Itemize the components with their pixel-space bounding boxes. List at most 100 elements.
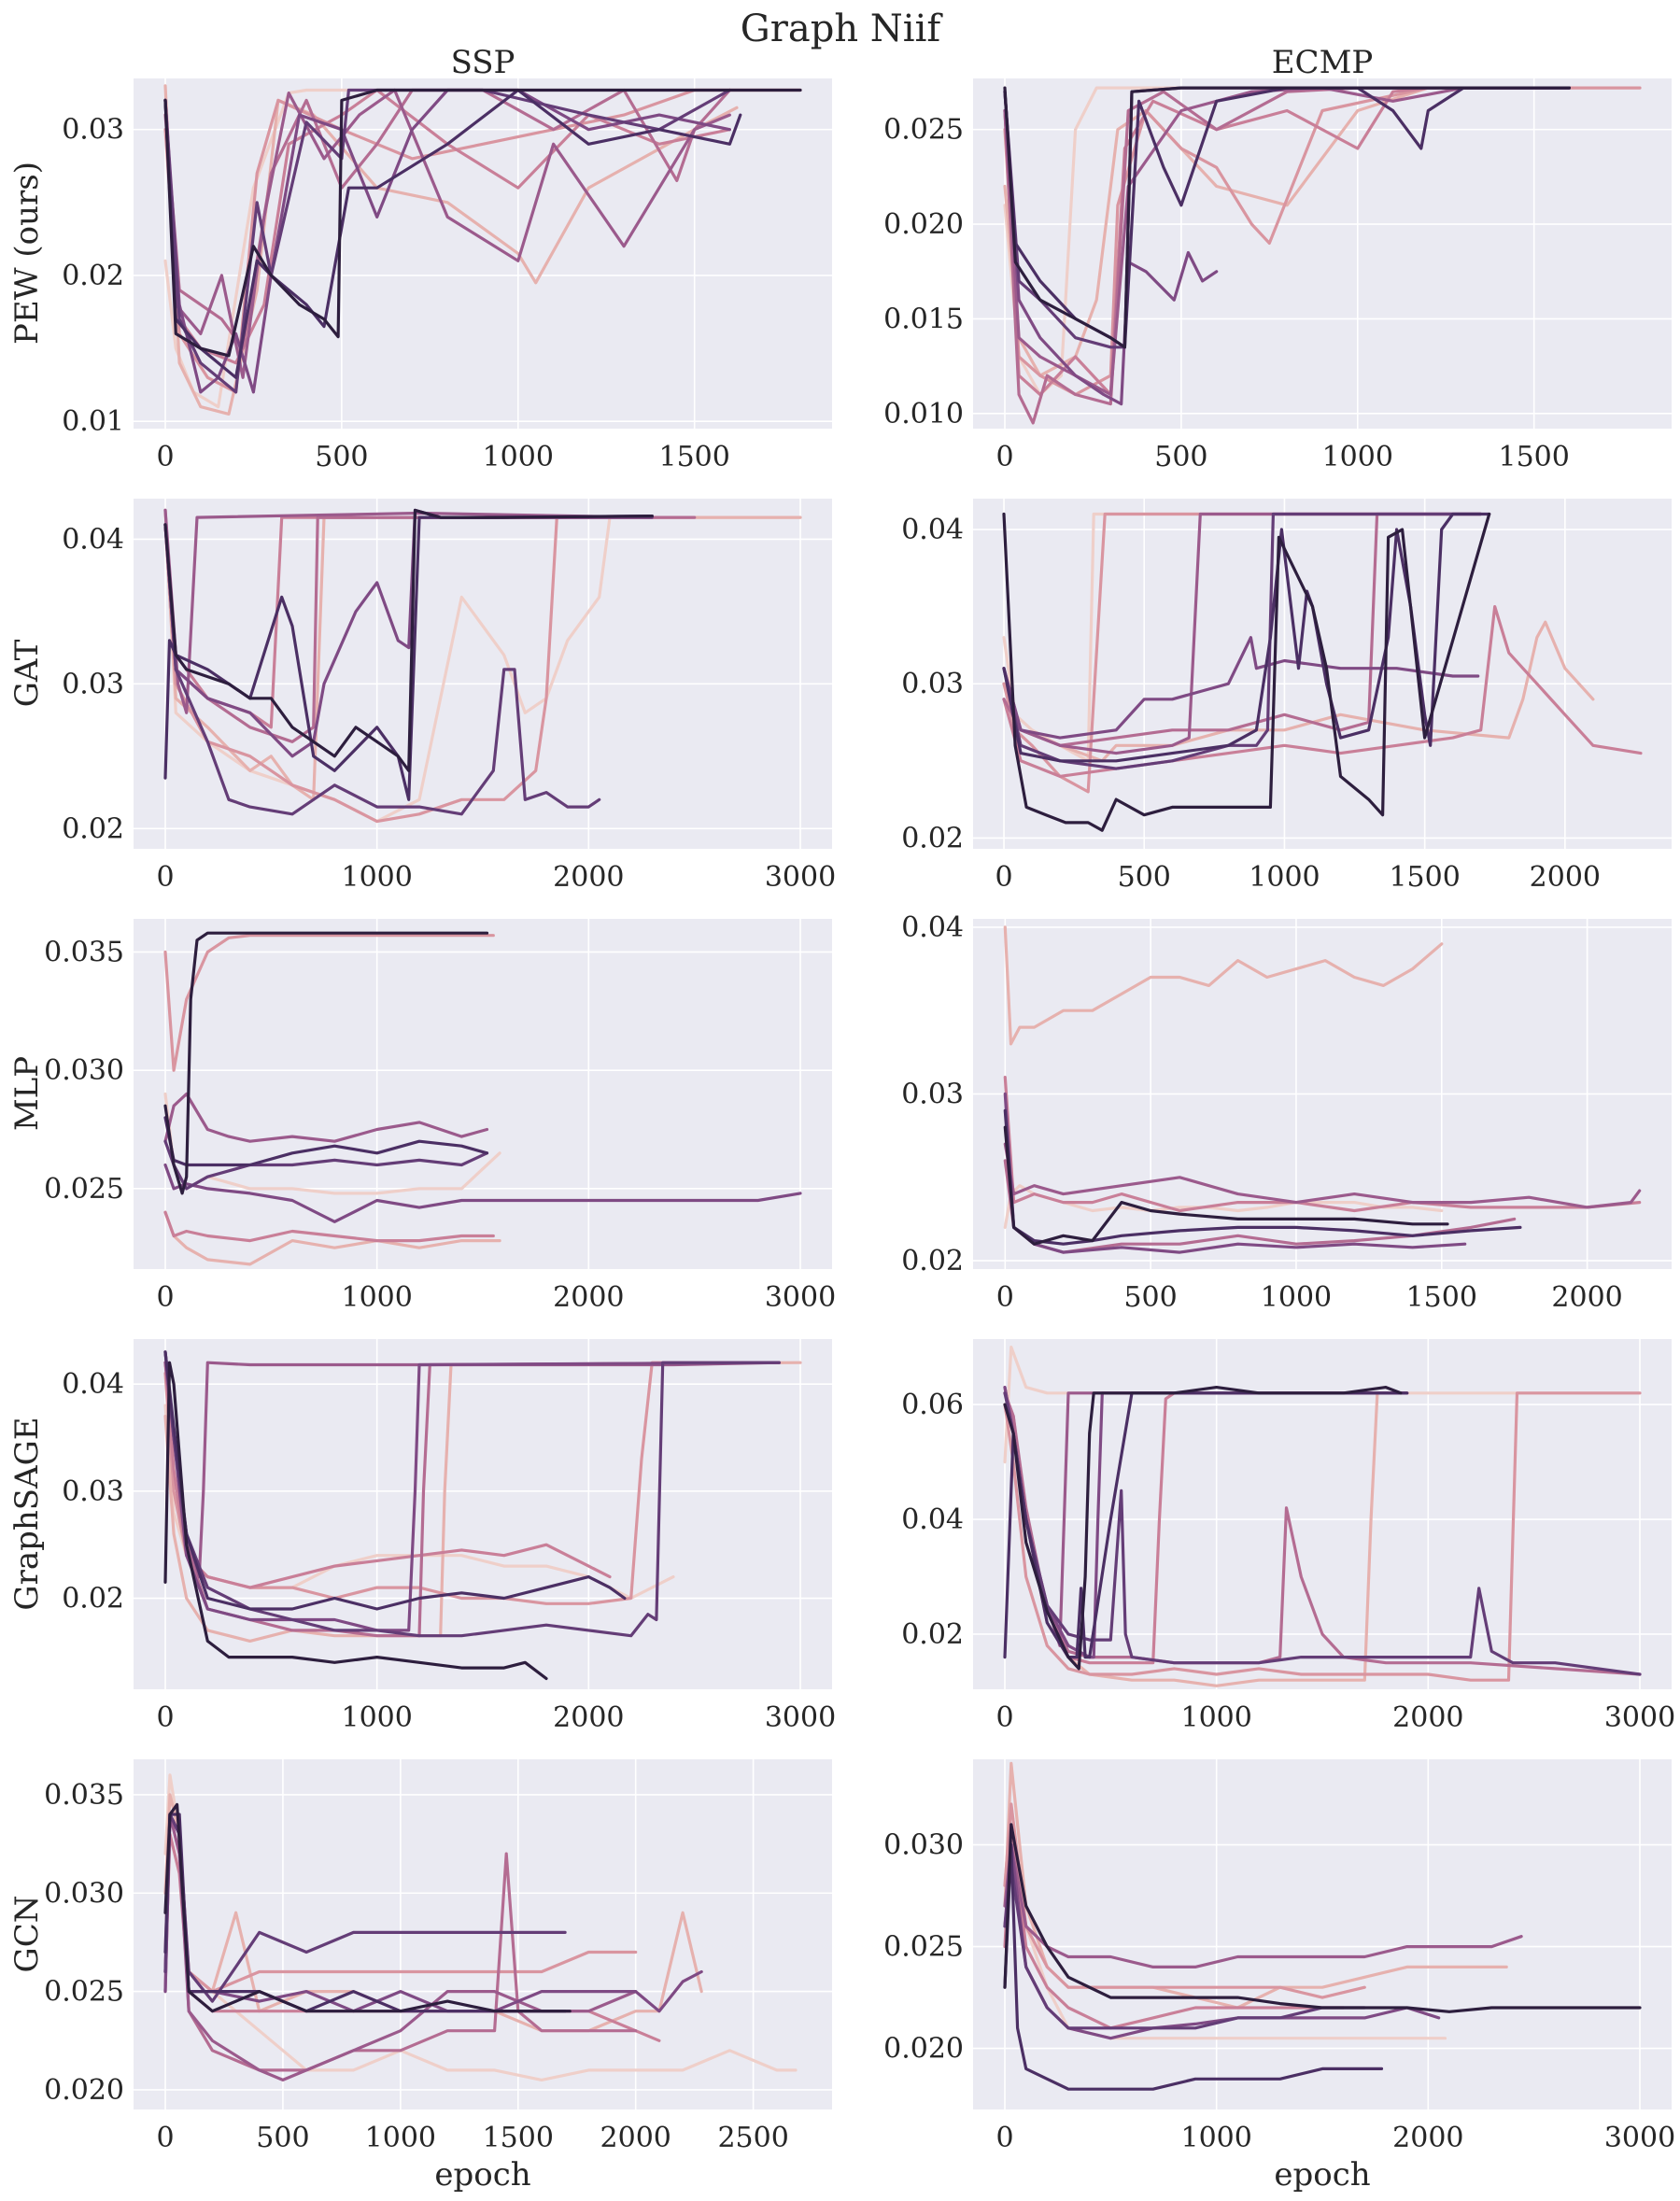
x-tick-label: 1000: [1180, 2122, 1251, 2154]
column-title-ssp: SSP: [451, 44, 515, 81]
series-line-run7: [163, 88, 732, 394]
x-tick-label: 0: [156, 2122, 174, 2154]
x-tick-label: 2000: [1392, 2122, 1463, 2154]
row-label-graphsage: GraphSAGE: [8, 1417, 46, 1610]
x-tick-label: 0: [996, 1281, 1014, 1314]
series-line-run8: [163, 88, 732, 394]
series-line-run9: [163, 931, 489, 1195]
panel-mlpssp: 0 1000 2000 3000 0.025 0.030 0.035: [44, 919, 836, 1314]
x-tick-label: 1000: [1322, 441, 1393, 473]
series-line-run4: [1002, 604, 1643, 779]
series-line-run5: [1003, 1842, 1523, 1968]
series-line-run7: [163, 1139, 489, 1191]
series-line-run6: [1003, 86, 1572, 397]
x-tick-label: 1000: [1261, 1281, 1332, 1314]
series-line-run10: [1003, 86, 1572, 349]
series-line-run10: [163, 1361, 548, 1681]
y-tick-label: 0.03: [901, 1079, 964, 1111]
y-tick-label: 0.02: [901, 1245, 964, 1277]
series-line-run3: [163, 508, 590, 824]
y-tick-label: 0.01: [62, 405, 124, 438]
y-tick-label: 0.03: [62, 114, 124, 147]
series-line-run6: [163, 1163, 802, 1223]
y-tick-label: 0.02: [62, 1583, 124, 1615]
y-tick-label: 0.02: [62, 812, 124, 845]
series-line-run10: [163, 88, 802, 358]
x-tick-label: 0: [995, 861, 1012, 894]
series-line-run10: [163, 1802, 572, 2013]
series-line-run2: [163, 84, 739, 416]
x-tick-label: 0: [995, 2122, 1013, 2154]
series-line-run8: [1003, 1391, 1642, 1676]
series-line-run8: [163, 1116, 489, 1167]
x-tick-label: 1000: [341, 1701, 412, 1734]
x-tick-label: 2000: [553, 861, 624, 894]
y-tick-label: 0.06: [901, 1389, 964, 1421]
y-tick-label: 0.030: [883, 1829, 964, 1862]
column-title-ecmp: ECMP: [1272, 44, 1374, 81]
series-line-run7: [1002, 636, 1480, 740]
plot-background: [973, 499, 1672, 849]
series-group: [163, 1773, 798, 2081]
series-line-run10: [1002, 512, 1491, 832]
panel-gatecmp: 0 500 1000 1500 2000 0.02 0.03 0.04: [901, 499, 1672, 894]
x-axis-label-ecmp: epoch: [1274, 2156, 1370, 2194]
y-tick-label: 0.010: [883, 398, 964, 430]
plot-background: [134, 1759, 832, 2109]
x-tick-label: 500: [1123, 1281, 1177, 1314]
plot-background: [973, 1759, 1672, 2109]
x-tick-label: 0: [995, 441, 1013, 473]
series-line-run2: [1003, 925, 1444, 1046]
x-tick-label: 0: [156, 1281, 174, 1314]
series-line-run3: [163, 934, 495, 1072]
panel-graphsageecmp: 0 1000 2000 3000 0.02 0.04 0.06: [901, 1339, 1675, 1734]
x-tick-label: 1000: [1180, 1701, 1251, 1734]
series-line-run8: [163, 1350, 781, 1638]
series-line-run9: [163, 88, 742, 379]
y-tick-label: 0.04: [901, 911, 964, 944]
y-tick-label: 0.03: [901, 668, 964, 700]
x-tick-label: 2000: [553, 1281, 624, 1314]
series-line-run7: [1003, 1108, 1522, 1246]
series-line-run8: [1003, 1125, 1449, 1246]
panel-pew-ours-ssp: 0 500 1000 1500 0.01 0.02 0.03: [62, 78, 832, 473]
y-tick-label: 0.04: [62, 1368, 124, 1401]
y-tick-label: 0.04: [901, 1503, 964, 1536]
panel-pew-ours-ecmp: 0 500 1000 1500 0.010 0.015 0.020 0.025: [883, 78, 1672, 473]
x-tick-label: 1500: [483, 2122, 554, 2154]
series-line-run9: [1003, 1391, 1409, 1659]
series-line-run9: [163, 514, 654, 801]
x-tick-label: 0: [156, 861, 174, 894]
series-line-run4: [1003, 1823, 1346, 2030]
series-group: [163, 1350, 802, 1681]
series-group: [1002, 512, 1643, 832]
y-tick-label: 0.02: [901, 822, 964, 854]
x-tick-label: 3000: [765, 1281, 836, 1314]
x-tick-label: 1500: [1498, 441, 1569, 473]
figure-title: Graph Niif: [741, 7, 944, 50]
series-line-run9: [1003, 1823, 1642, 2013]
series-line-run4: [163, 1210, 495, 1243]
plot-background: [134, 919, 832, 1269]
y-tick-label: 0.025: [883, 1931, 964, 1964]
y-tick-label: 0.035: [44, 936, 124, 968]
series-line-run5: [163, 88, 732, 350]
panel-gcnssp: 0 500 1000 1500 2000 2500 0.020 0.025 0.030 0.035: [44, 1759, 832, 2154]
series-group: [163, 508, 802, 824]
x-tick-label: 0: [156, 1701, 174, 1734]
x-tick-label: 2000: [600, 2122, 671, 2154]
x-tick-label: 2000: [1551, 1281, 1622, 1314]
y-tick-label: 0.030: [44, 1877, 124, 1910]
series-line-run5: [163, 1092, 489, 1143]
x-tick-label: 3000: [765, 1701, 836, 1734]
x-tick-label: 1000: [341, 1281, 412, 1314]
row-label-gat: GAT: [8, 639, 46, 707]
y-tick-label: 0.020: [44, 2074, 124, 2107]
series-group: [163, 84, 802, 416]
series-line-run10: [1003, 1385, 1403, 1671]
panel-gatssp: 0 1000 2000 3000 0.02 0.03 0.04: [62, 499, 836, 894]
series-line-run3: [1003, 1391, 1642, 1682]
x-tick-label: 500: [1154, 441, 1207, 473]
series-group: [1003, 86, 1642, 425]
